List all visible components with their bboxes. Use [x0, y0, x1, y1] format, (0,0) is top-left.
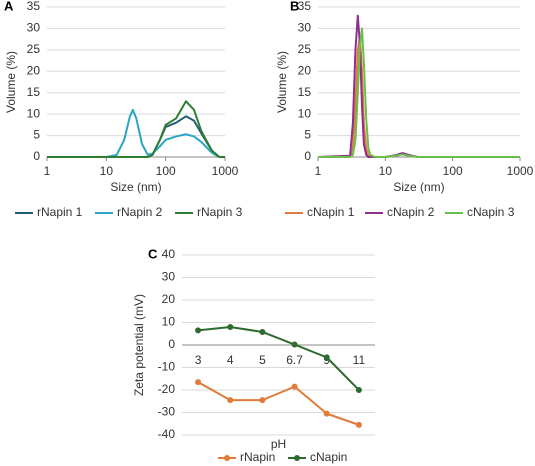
y-tick-label: 30 — [27, 21, 41, 35]
legend-label: cNapin 1 — [307, 205, 355, 219]
x-tick-label: 10 — [379, 164, 393, 178]
legend-label: cNapin — [310, 450, 347, 464]
y-tick-label: 35 — [27, 0, 41, 13]
legend-marker — [294, 455, 300, 461]
panel-label: C — [148, 246, 158, 261]
x-tick-label: 1000 — [507, 164, 534, 178]
y-axis-label: Volume (%) — [4, 51, 18, 113]
point — [355, 421, 362, 428]
y-tick-label: 30 — [162, 270, 176, 284]
legend-label: cNapin 3 — [467, 205, 515, 219]
y-tick-label: 35 — [298, 0, 312, 13]
legend-marker — [224, 455, 230, 461]
y-axis-label: Volume (%) — [275, 51, 289, 113]
legend-label: cNapin 2 — [387, 205, 435, 219]
y-tick-label: 10 — [27, 106, 41, 120]
series-line — [197, 326, 360, 391]
point — [259, 328, 266, 335]
y-tick-label: 20 — [162, 292, 176, 306]
x-tick-label: 11 — [353, 353, 366, 367]
y-tick-label: 0 — [168, 337, 175, 351]
y-tick-label: 5 — [304, 128, 311, 142]
x-axis-label: Size (nm) — [393, 180, 444, 194]
point — [195, 327, 202, 334]
point — [227, 397, 234, 404]
y-tick-label: 10 — [162, 315, 176, 329]
x-tick-label: 1 — [315, 164, 322, 178]
legend-label: rNapin — [240, 450, 275, 464]
series-line — [197, 381, 360, 426]
x-tick-label: 6.7 — [286, 353, 303, 367]
y-tick-label: 30 — [298, 21, 312, 35]
x-tick-label: 100 — [156, 164, 176, 178]
panel-label: A — [4, 0, 14, 13]
y-tick-label: -40 — [158, 427, 176, 441]
legend-label: rNapin 1 — [37, 205, 83, 219]
point — [323, 354, 330, 361]
y-tick-label: -10 — [158, 360, 176, 374]
legend-label: rNapin 3 — [197, 205, 243, 219]
series-line — [47, 100, 225, 158]
y-tick-label: 25 — [27, 42, 41, 56]
y-tick-label: 0 — [304, 149, 311, 163]
legend-label: rNapin 2 — [117, 205, 163, 219]
y-tick-label: 20 — [27, 63, 41, 77]
y-tick-label: 5 — [33, 128, 40, 142]
x-tick-label: 100 — [443, 164, 463, 178]
point — [291, 383, 298, 390]
series-line — [318, 36, 520, 158]
series-line — [47, 108, 225, 158]
y-tick-label: 10 — [298, 106, 312, 120]
y-axis-label: Zeta potential (mV) — [132, 294, 146, 396]
x-tick-label: 3 — [195, 353, 202, 367]
y-tick-label: 40 — [162, 247, 176, 261]
y-tick-label: 15 — [27, 85, 41, 99]
x-tick-label: 1000 — [212, 164, 239, 178]
x-tick-label: 4 — [227, 353, 234, 367]
panel-label: B — [290, 0, 299, 13]
y-tick-label: -30 — [158, 405, 176, 419]
point — [291, 341, 298, 348]
y-tick-label: 15 — [298, 85, 312, 99]
point — [323, 410, 330, 417]
series-line — [318, 27, 520, 158]
y-tick-label: 20 — [298, 63, 312, 77]
point — [227, 324, 234, 330]
x-tick-label: 1 — [44, 164, 51, 178]
point — [195, 379, 202, 386]
y-tick-label: -20 — [158, 382, 176, 396]
x-tick-label: 5 — [259, 353, 266, 367]
point — [355, 387, 362, 393]
point — [259, 397, 266, 404]
y-tick-label: 0 — [33, 149, 40, 163]
x-tick-label: 10 — [100, 164, 114, 178]
y-tick-label: 25 — [298, 42, 312, 56]
x-axis-label: pH — [271, 437, 286, 451]
x-axis-label: Size (nm) — [110, 180, 161, 194]
